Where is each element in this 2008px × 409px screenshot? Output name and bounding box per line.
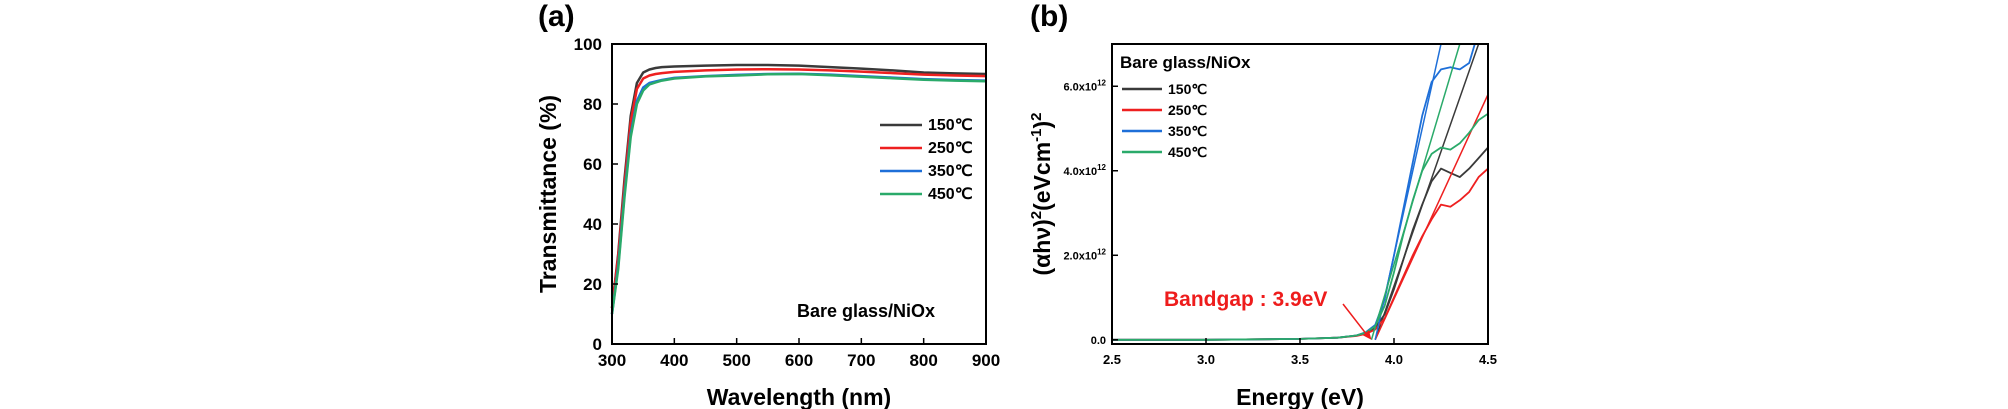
x-tick-label: 3.0 (1197, 352, 1215, 367)
x-tick-label: 700 (847, 351, 875, 370)
legend-a: 150℃ 250℃ 350℃ 450℃ (880, 117, 973, 203)
bandgap-annotation: Bandgap : 3.9eV (1164, 288, 1327, 311)
legend-label-1: 150℃ (1168, 81, 1207, 97)
legend-title-b: Bare glass/NiOx (1120, 53, 1251, 72)
panel-label-b: (b) (1030, 0, 1068, 33)
x-tick-label: 500 (722, 351, 750, 370)
legend-label-2: 250℃ (1168, 102, 1207, 118)
legend-b: 150℃ 250℃ 350℃ 450℃ (1122, 81, 1207, 160)
x-tick-label: 3.5 (1291, 352, 1309, 367)
legend-label-4: 450℃ (1168, 144, 1207, 160)
x-axis-title-a: Wavelength (nm) (707, 384, 891, 409)
legend-label-3: 350℃ (1168, 123, 1207, 139)
x-tick-label: 800 (909, 351, 937, 370)
y-axis-title-a: Transmittance (%) (535, 95, 561, 293)
plot-area-b (1112, 44, 1488, 341)
y-tick-label: 60 (583, 155, 602, 174)
fit-line-4 (1370, 44, 1461, 340)
y-axis-ticks-b: 0.0 2.0x1012 4.0x1012 6.0x1012 (1063, 78, 1118, 347)
bandgap-arrowhead (1362, 330, 1372, 340)
sample-annotation-a: Bare glass/NiOx (797, 301, 935, 321)
fit-line-2 (1374, 92, 1488, 341)
x-axis-title-b: Energy (eV) (1236, 384, 1364, 409)
y-tick-label: 20 (583, 275, 602, 294)
y-tick-label: 40 (583, 215, 602, 234)
x-tick-label: 400 (660, 351, 688, 370)
x-tick-label: 900 (972, 351, 1000, 370)
y-axis-title-b: (αhν)2(eVcm-1)2 (1028, 112, 1055, 275)
x-tick-label: 2.5 (1103, 352, 1121, 367)
y-tick-label: 6.0x1012 (1063, 78, 1106, 93)
series-line-2 (610, 67, 987, 309)
y-tick-label: 0 (593, 335, 602, 354)
legend-label-4: 450℃ (928, 186, 973, 203)
x-axis-ticks-b: 2.5 3.0 3.5 4.0 4.5 (1103, 338, 1497, 367)
x-tick-label: 300 (598, 351, 626, 370)
fit-line-1 (1374, 44, 1480, 341)
x-axis-ticks-a: 300 400 500 600 700 800 900 (598, 338, 1000, 370)
bandgap-arrow (1342, 303, 1370, 338)
plot-area-a (610, 63, 987, 315)
y-axis-ticks-a: 0 20 40 60 80 100 (574, 35, 618, 354)
y-tick-label: 0.0 (1091, 335, 1106, 347)
x-tick-label: 4.0 (1385, 352, 1403, 367)
legend-label-3: 350℃ (928, 163, 973, 180)
x-tick-label: 600 (785, 351, 813, 370)
panel-a-transmittance-chart: (a) 300 400 500 600 700 800 900 0 20 40 60 80 100 W… (535, 0, 1000, 409)
series-line-2 (1112, 167, 1488, 341)
series-line-4 (610, 72, 987, 315)
x-tick-label: 4.5 (1479, 352, 1497, 367)
y-tick-label: 80 (583, 95, 602, 114)
y-tick-label: 100 (574, 35, 602, 54)
y-tick-label: 2.0x1012 (1063, 247, 1106, 262)
y-tick-label: 4.0x1012 (1063, 163, 1106, 178)
legend-label-2: 250℃ (928, 140, 973, 157)
panel-b-tauc-plot: (b) 2.5 3.0 3.5 4.0 4.5 0.0 2.0x1012 4.0x1012 6… (1028, 0, 1497, 409)
panel-label-a: (a) (538, 0, 575, 33)
legend-label-1: 150℃ (928, 117, 973, 134)
